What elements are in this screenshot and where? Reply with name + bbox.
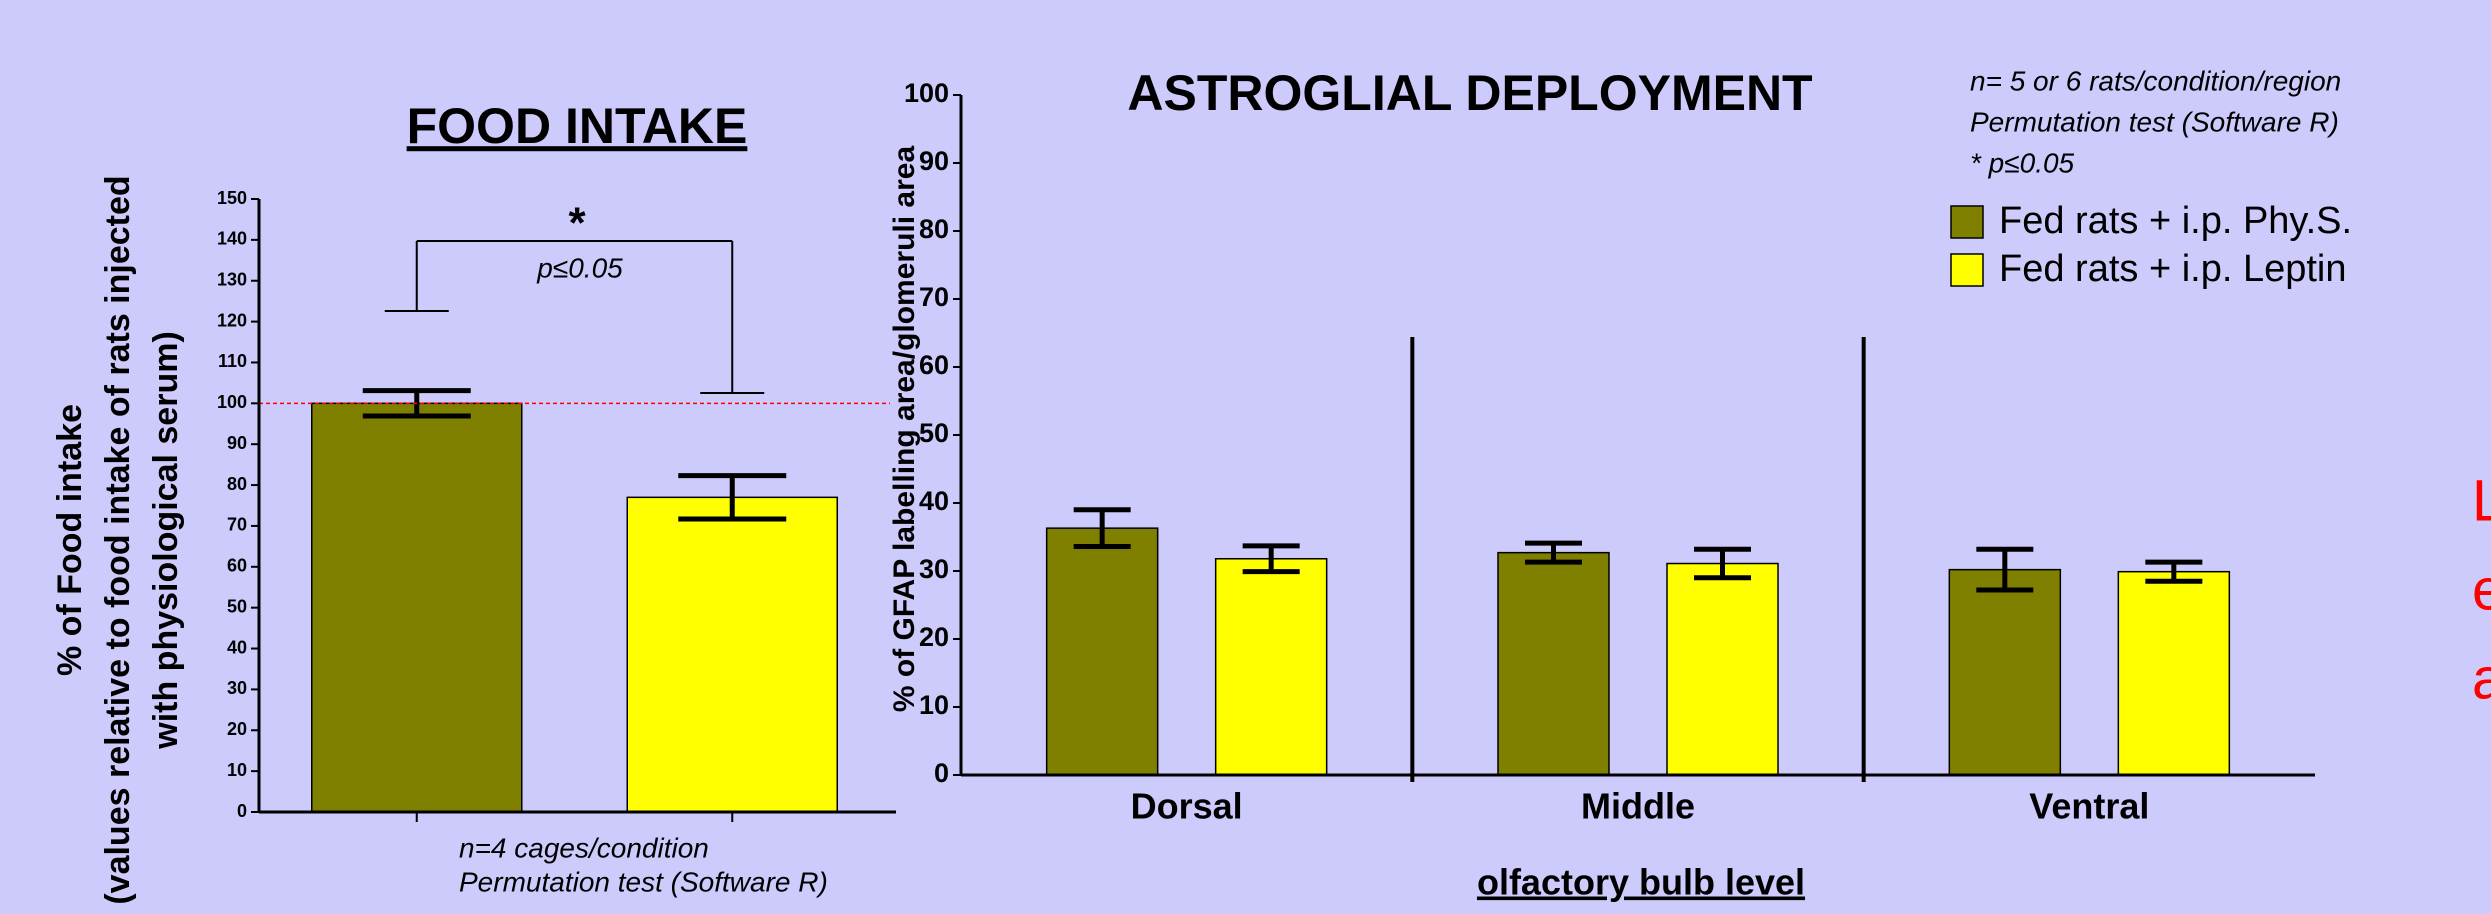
y-tick-label: 0: [934, 758, 949, 788]
y-tick-label: 110: [218, 351, 247, 371]
error-bar: [1694, 546, 1751, 581]
y-tick-label: 30: [919, 554, 949, 584]
note: n=4 cages/condition: [459, 832, 709, 863]
bar: [1497, 551, 1610, 776]
side-text: a: [2472, 646, 2491, 711]
bar: [2117, 570, 2231, 776]
y-tick-label: 90: [227, 433, 247, 453]
y-tick-label: 100: [217, 392, 247, 412]
y-tick-label: 140: [217, 229, 247, 249]
y-tick-label: 50: [919, 418, 949, 448]
x-tick-label: Middle: [1581, 786, 1695, 827]
y-axis-label: (values relative to food intake of rats …: [99, 175, 137, 904]
bar: [1045, 527, 1159, 776]
error-bar: [2145, 559, 2203, 584]
note: Permutation test (Software R): [1970, 106, 2339, 137]
error-bar: [1073, 507, 1131, 550]
y-axis-label: % of Food intake: [51, 404, 89, 676]
y-tick-label: 20: [227, 719, 247, 739]
y-tick-label: 100: [904, 78, 949, 108]
y-tick-label: 60: [919, 350, 949, 380]
note: * p≤0.05: [1970, 147, 2075, 178]
x-tick-label: Ventral: [2029, 786, 2149, 827]
y-tick-label: 30: [227, 678, 247, 698]
legend-swatch: [1950, 253, 1984, 287]
y-axis-label: % of GFAP labelling area/glomeruli area: [888, 146, 921, 713]
y-tick-label: 80: [227, 474, 247, 494]
bar: [1666, 562, 1779, 776]
y-tick-label: 10: [919, 690, 949, 720]
x-axis-label: olfactory bulb level: [1477, 862, 1805, 903]
y-tick-label: 130: [217, 269, 247, 289]
y-tick-label: 80: [919, 214, 949, 244]
error-bar: [1242, 543, 1300, 575]
y-tick-label: 70: [919, 282, 949, 312]
y-tick-label: 90: [919, 146, 949, 176]
chart-title: ASTROGLIAL DEPLOYMENT: [1127, 65, 1812, 121]
y-tick-label: 20: [919, 622, 949, 652]
bar: [311, 402, 523, 813]
y-tick-label: 40: [227, 637, 247, 657]
legend-label: Fed rats + i.p. Phy.S.: [1999, 200, 2352, 242]
bar: [626, 496, 838, 813]
note: Permutation test (Software R): [459, 866, 828, 897]
error-bar: [678, 473, 787, 522]
legend-swatch: [1950, 205, 1984, 239]
p-value: p≤0.05: [536, 252, 623, 283]
y-tick-label: 10: [227, 760, 247, 780]
side-text: e: [2472, 557, 2491, 622]
y-tick-label: 50: [227, 596, 247, 616]
chart-title: FOOD INTAKE: [407, 98, 748, 154]
y-axis-label: with physiological serum): [147, 331, 185, 750]
y-tick-label: 70: [227, 515, 247, 535]
x-tick-label: Dorsal: [1131, 786, 1243, 827]
bar: [1214, 558, 1328, 776]
y-tick-label: 150: [217, 188, 247, 208]
y-tick-label: 60: [227, 556, 247, 576]
y-tick-label: 0: [237, 801, 247, 821]
legend-label: Fed rats + i.p. Leptin: [1999, 248, 2346, 290]
side-text: L: [2472, 468, 2491, 533]
error-bar: [1976, 546, 2034, 593]
y-tick-label: 120: [217, 310, 247, 330]
bar: [1948, 568, 2062, 776]
note: n= 5 or 6 rats/condition/region: [1970, 65, 2341, 96]
error-bar: [1525, 540, 1582, 565]
significance-star: *: [568, 199, 586, 248]
y-tick-label: 40: [919, 486, 949, 516]
